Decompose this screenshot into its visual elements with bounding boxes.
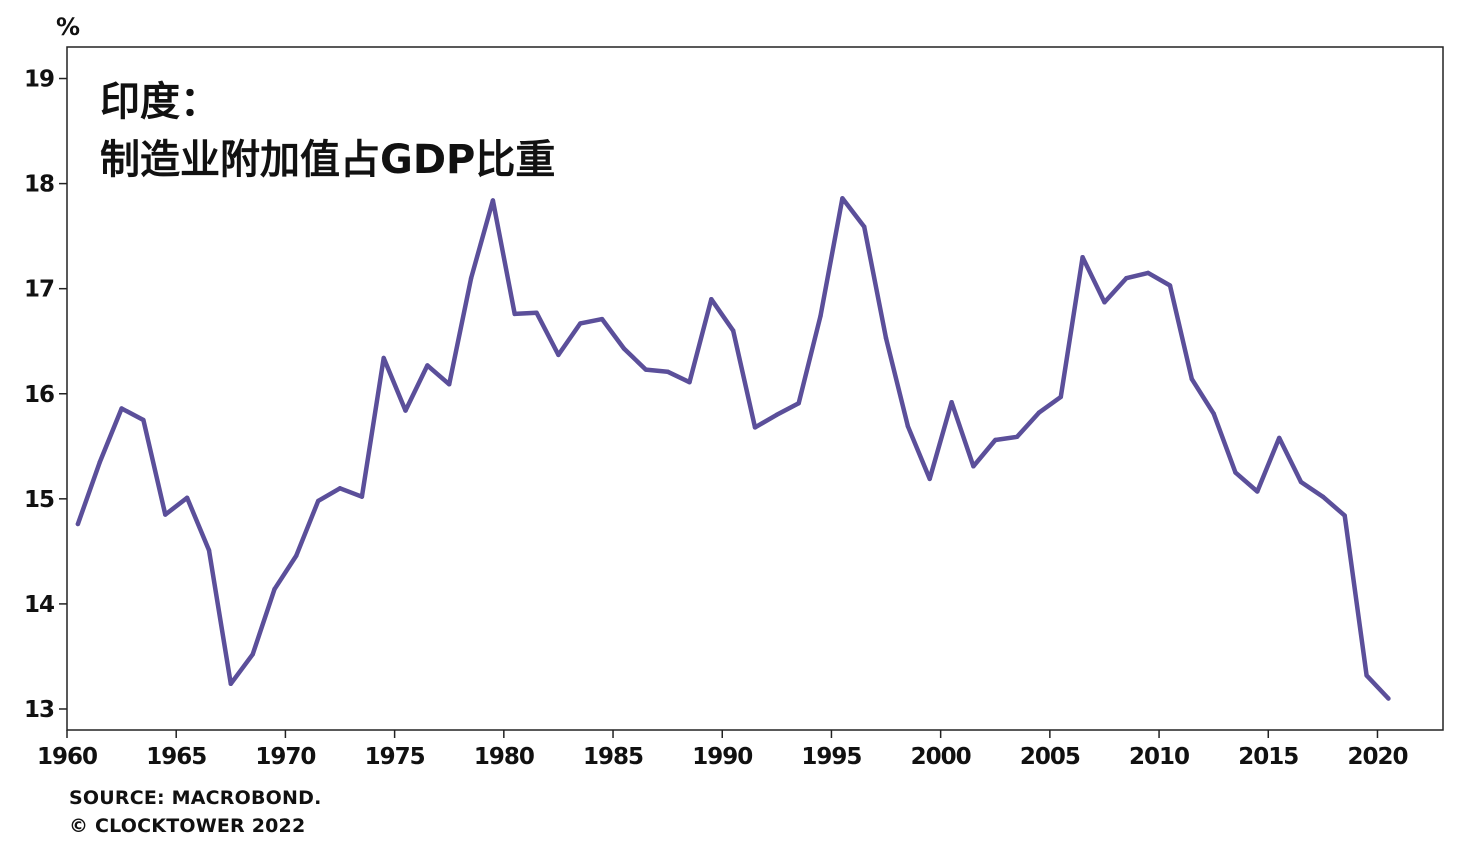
data-point-1981.5 xyxy=(534,310,539,315)
data-point-2015.5 xyxy=(1277,435,1282,441)
data-point-1984.5 xyxy=(599,316,605,322)
data-point-2019.5 xyxy=(1364,673,1369,678)
data-point-2005.5 xyxy=(1058,394,1064,400)
data-point-2017.5 xyxy=(1320,494,1326,499)
data-point-1999.5 xyxy=(927,476,932,482)
data-point-1968.5 xyxy=(250,652,255,657)
data-point-1971.5 xyxy=(316,498,321,504)
data-point-1989.5 xyxy=(709,297,714,302)
plot-frame xyxy=(66,46,1444,731)
x-tick-label-1995: 1995 xyxy=(801,744,861,770)
data-point-2011.5 xyxy=(1189,376,1195,382)
data-point-1986.5 xyxy=(643,367,648,372)
x-tick-label-1990: 1990 xyxy=(692,744,752,770)
data-point-2018.5 xyxy=(1342,513,1347,518)
data-point-1969.5 xyxy=(272,587,277,592)
copyright-note: © CLOCKTOWER 2022 xyxy=(69,815,306,837)
data-point-1992.5 xyxy=(774,412,779,417)
data-point-2003.5 xyxy=(1014,434,1020,439)
data-point-1972.5 xyxy=(337,486,343,491)
x-tick-label-1970: 1970 xyxy=(255,744,315,770)
data-point-1994.5 xyxy=(818,313,823,319)
x-tick-label-2015: 2015 xyxy=(1238,744,1298,770)
data-points xyxy=(75,196,1391,701)
y-tick-label-14: 14 xyxy=(24,592,54,618)
data-point-1975.5 xyxy=(403,408,408,413)
data-point-1963.5 xyxy=(141,417,146,423)
x-tick-label-1960: 1960 xyxy=(37,744,97,770)
data-point-1964.5 xyxy=(163,512,168,517)
x-tick-label-1975: 1975 xyxy=(365,744,425,770)
data-point-1970.5 xyxy=(294,553,299,558)
data-point-2012.5 xyxy=(1211,411,1216,416)
data-point-1990.5 xyxy=(731,328,736,333)
data-point-2002.5 xyxy=(993,437,998,443)
data-point-2000.5 xyxy=(949,400,954,405)
data-point-2010.5 xyxy=(1167,283,1173,288)
data-point-2009.5 xyxy=(1145,270,1151,276)
source-note: SOURCE: MACROBOND. xyxy=(69,787,322,809)
data-point-2001.5 xyxy=(971,464,976,469)
x-tick-label-2010: 2010 xyxy=(1129,744,1189,770)
x-tick-label-1965: 1965 xyxy=(146,744,206,770)
data-point-1998.5 xyxy=(905,424,911,429)
data-point-1983.5 xyxy=(578,321,583,326)
data-point-1973.5 xyxy=(359,494,365,499)
data-point-1996.5 xyxy=(862,224,867,229)
y-tick-label-15: 15 xyxy=(24,487,54,513)
data-point-1967.5 xyxy=(228,681,233,686)
data-point-2013.5 xyxy=(1233,470,1238,475)
x-tick-label-1980: 1980 xyxy=(474,744,534,770)
data-point-2014.5 xyxy=(1255,489,1260,494)
data-point-1988.5 xyxy=(687,380,692,385)
y-axis: 13 14 15 16 17 18 19 xyxy=(24,67,67,723)
data-point-1961.5 xyxy=(97,459,103,465)
y-tick-label-16: 16 xyxy=(24,382,54,408)
data-point-1965.5 xyxy=(184,495,190,500)
x-axis: 1960 1965 1970 1975 1980 1985 1990 1995 2000 2005… xyxy=(37,730,1408,770)
series-line xyxy=(75,196,1391,701)
chart-title-line-2: 制造业附加值占GDP比重 xyxy=(100,137,555,183)
x-tick-label-1985: 1985 xyxy=(583,744,643,770)
y-tick-label-17: 17 xyxy=(24,277,54,303)
data-point-1979.5 xyxy=(490,198,496,203)
y-tick-label-18: 18 xyxy=(24,172,54,198)
data-point-1982.5 xyxy=(556,352,561,358)
data-point-1987.5 xyxy=(665,369,670,374)
x-tick-label-2005: 2005 xyxy=(1020,744,1080,770)
data-point-2016.5 xyxy=(1298,479,1304,485)
data-point-1962.5 xyxy=(119,406,124,411)
data-point-2006.5 xyxy=(1080,255,1085,260)
y-tick-label-19: 19 xyxy=(24,67,54,93)
data-point-2008.5 xyxy=(1124,276,1129,281)
data-point-1995.5 xyxy=(840,196,845,201)
data-point-1976.5 xyxy=(425,363,430,368)
data-point-1997.5 xyxy=(883,335,889,341)
data-point-1985.5 xyxy=(621,346,627,351)
data-point-1978.5 xyxy=(468,276,474,281)
x-tick-label-2000: 2000 xyxy=(911,744,971,770)
data-point-1991.5 xyxy=(752,425,758,430)
data-point-1966.5 xyxy=(206,548,212,553)
data-point-2007.5 xyxy=(1102,300,1107,305)
data-point-2020.5 xyxy=(1386,696,1391,701)
y-tick-label-13: 13 xyxy=(24,697,54,723)
data-point-1960.5 xyxy=(75,521,81,527)
data-point-1977.5 xyxy=(447,382,452,387)
y-axis-unit-label: % xyxy=(56,13,80,41)
chart-title-line-1: 印度： xyxy=(100,79,220,125)
data-point-1980.5 xyxy=(512,311,517,317)
data-point-1974.5 xyxy=(381,355,386,361)
data-point-1993.5 xyxy=(796,401,801,406)
x-tick-label-2020: 2020 xyxy=(1347,744,1407,770)
data-point-2004.5 xyxy=(1036,410,1042,415)
